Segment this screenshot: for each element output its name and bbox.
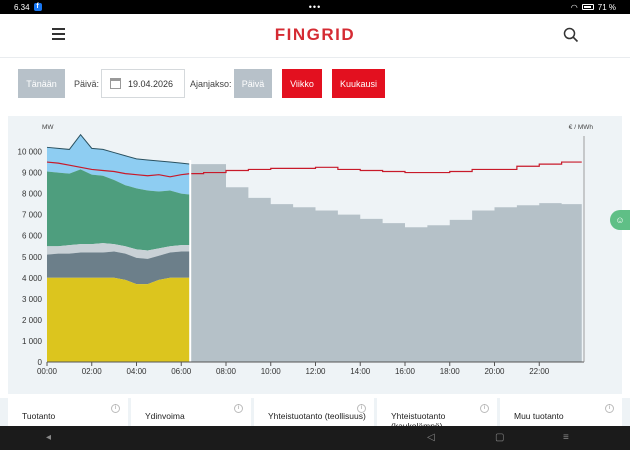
light-band-area (47, 243, 191, 259)
x-tick-label: 14:00 (350, 367, 371, 376)
x-tick-label: 10:00 (261, 367, 282, 376)
logo: FINGRID (274, 25, 356, 44)
info-icon[interactable]: i (234, 404, 243, 413)
calendar-icon (110, 78, 121, 89)
card-title: Tuotanto (22, 411, 56, 421)
card-title: Ydinvoima (145, 411, 185, 421)
info-icon[interactable]: i (357, 404, 366, 413)
y-tick-label: 6 000 (22, 232, 43, 241)
card-title: Muu tuotanto (514, 411, 564, 421)
x-tick-label: 00:00 (37, 367, 58, 376)
date-value: 19.04.2026 (128, 78, 174, 89)
controls-bar: Tänään Päivä: 19.04.2026 Ajanjakso: Päiv… (0, 58, 630, 114)
period-month-button[interactable]: Kuukausi (332, 69, 385, 98)
chp-area (47, 251, 191, 285)
recents-icon[interactable]: ≡ (563, 432, 569, 443)
back-icon[interactable]: ◁ (427, 432, 435, 443)
y-tick-label: 9 000 (22, 169, 43, 178)
card-other[interactable]: Muu tuotanto i (500, 398, 622, 426)
x-tick-label: 04:00 (126, 367, 147, 376)
x-tick-label: 16:00 (395, 367, 416, 376)
facebook-icon: f (33, 3, 42, 11)
home-icon[interactable]: ▢ (495, 432, 505, 443)
wifi-icon: ◠ (570, 2, 578, 12)
search-icon[interactable] (563, 27, 579, 43)
card-chp-district[interactable]: Yhteistuotanto (kaukolämpö) i (377, 398, 497, 431)
period-day-button[interactable]: Päivä (234, 69, 272, 98)
consumption-area (47, 134, 191, 195)
summary-cards: Tuotanto i Ydinvoima i Yhteistuotanto (t… (0, 398, 630, 431)
period-label: Ajanjakso: (190, 79, 232, 89)
y-axis-unit-right: € / MWh (569, 124, 594, 131)
header: FINGRID (0, 14, 630, 58)
x-tick-label: 06:00 (171, 367, 192, 376)
date-field[interactable]: 19.04.2026 (101, 69, 185, 98)
nav-back-icon[interactable]: ◂ (46, 432, 52, 443)
android-nav-bar: ◂ ◁ ▢ ≡ (0, 426, 630, 450)
y-axis-unit-left: MW (42, 124, 54, 131)
consumption-outline (46, 133, 191, 165)
feedback-icon[interactable]: ☺ (610, 210, 630, 230)
status-right: ◠ 71 % (571, 3, 616, 12)
period-week-button[interactable]: Viikko (282, 69, 322, 98)
wind-area (47, 169, 191, 251)
card-title: Yhteistuotanto (teollisuus) (268, 411, 366, 421)
info-icon[interactable]: i (111, 404, 120, 413)
menu-icon[interactable] (52, 28, 65, 40)
x-tick-label: 20:00 (484, 367, 505, 376)
y-tick-label: 5 000 (22, 253, 43, 262)
chart-panel: MW € / MWh 0 1 000 2 000 3 000 4 000 5 000 6 000… (8, 116, 622, 394)
status-dots: ••• (308, 2, 322, 12)
card-production[interactable]: Tuotanto i (8, 398, 128, 426)
date-label: Päivä: (74, 79, 100, 89)
y-tick-label: 8 000 (22, 190, 43, 199)
y-tick-label: 7 000 (22, 211, 43, 220)
x-tick-label: 18:00 (440, 367, 461, 376)
x-tick-label: 08:00 (216, 367, 237, 376)
production-chart[interactable]: MW € / MWh 0 1 000 2 000 3 000 4 000 5 000 6 000… (8, 116, 622, 394)
y-tick-label: 4 000 (22, 274, 43, 283)
x-tick-label: 02:00 (82, 367, 103, 376)
y-tick-label: 3 000 (22, 295, 43, 304)
card-nuclear[interactable]: Ydinvoima i (131, 398, 251, 426)
status-time: 6.34 (14, 2, 30, 12)
price-line (46, 161, 582, 178)
nuclear-area (47, 277, 191, 362)
y-tick-label: 10 000 (18, 148, 43, 157)
info-icon[interactable]: i (605, 404, 614, 413)
info-icon[interactable]: i (480, 404, 489, 413)
forecast-area (190, 164, 582, 362)
x-tick-label: 12:00 (305, 367, 326, 376)
battery-icon (581, 4, 594, 10)
today-button[interactable]: Tänään (18, 69, 65, 98)
status-left: 6.34 f (14, 3, 42, 12)
y-tick-label: 2 000 (22, 316, 43, 325)
x-tick-label: 22:00 (529, 367, 550, 376)
y-tick-label: 1 000 (22, 337, 43, 346)
status-bar: 6.34 f ••• ◠ 71 % (0, 0, 630, 14)
y-tick-label: 0 (38, 358, 43, 367)
battery-level: 71 % (597, 2, 616, 12)
card-chp-industry[interactable]: Yhteistuotanto (teollisuus) i (254, 398, 374, 426)
